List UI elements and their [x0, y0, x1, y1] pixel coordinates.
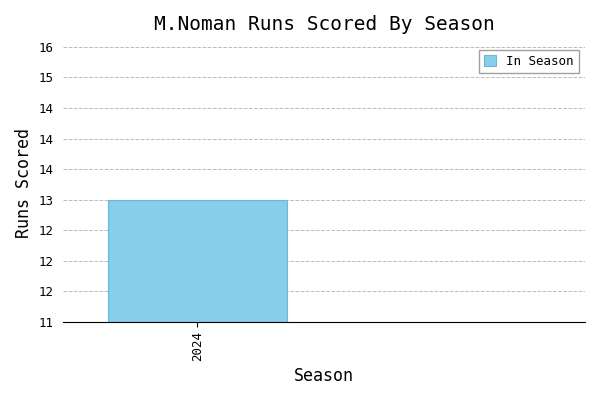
Bar — [108, 200, 287, 322]
Legend: In Season: In Season — [479, 50, 579, 73]
Title: M.Noman Runs Scored By Season: M.Noman Runs Scored By Season — [154, 15, 494, 34]
Y-axis label: Runs Scored: Runs Scored — [15, 128, 33, 238]
X-axis label: Season: Season — [294, 367, 354, 385]
